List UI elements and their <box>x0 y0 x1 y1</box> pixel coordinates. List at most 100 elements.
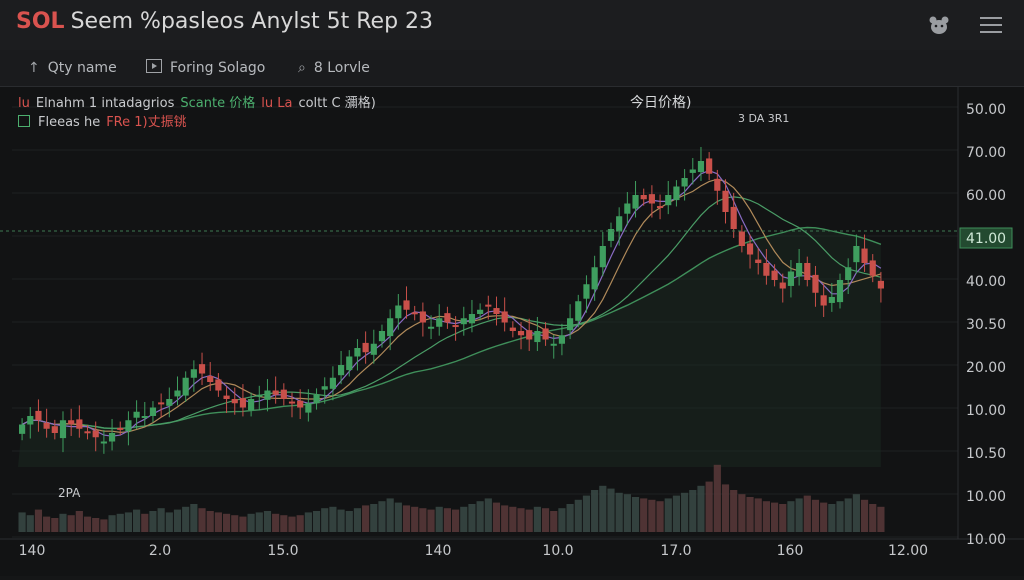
volume-bar <box>26 515 34 532</box>
candle-body <box>272 390 279 395</box>
volume-bar <box>525 509 533 532</box>
candle-body <box>477 309 484 314</box>
volume-bar <box>681 492 689 532</box>
bear-icon[interactable] <box>926 12 952 38</box>
candle-body <box>550 343 557 346</box>
volume-bar <box>811 499 820 532</box>
volume-bar <box>664 498 672 532</box>
volume-bar <box>566 504 574 532</box>
volume-bar <box>558 508 566 532</box>
lorvle-button[interactable]: ⌕ 8 Lorvle <box>298 58 370 78</box>
candle-body <box>575 301 582 321</box>
candle-body <box>43 422 50 429</box>
candle-body <box>804 263 811 280</box>
volume-bar <box>141 513 149 532</box>
candle-body <box>370 343 377 355</box>
chart-toolbar: ↑ Qty name Foring Solago ⌕ 8 Lorvle <box>0 50 1024 87</box>
volume-bar <box>288 516 296 532</box>
x-tick-label: 2.0 <box>149 543 171 559</box>
candle-body <box>820 295 827 306</box>
volume-bar <box>492 502 501 532</box>
candle-body <box>190 369 197 378</box>
volume-bar <box>59 513 67 532</box>
qty-name-label: Qty name <box>47 60 117 76</box>
candle-body <box>239 398 247 408</box>
candle-body <box>411 312 418 315</box>
candle-body <box>297 400 304 408</box>
legend-item: FRe 1)丈振铫 <box>106 115 187 130</box>
candle-body <box>141 416 148 418</box>
legend-item: Elnahm 1 intadagrios <box>35 96 175 111</box>
ma-line-mid <box>21 196 882 429</box>
candle-body <box>427 326 435 329</box>
chart-area[interactable]: 50.00 70.00 60.00 41.00 40.00 30.50 20.00 10.00… <box>0 87 1024 576</box>
candle-body <box>35 410 42 421</box>
volume-bar <box>190 504 198 532</box>
candle-body <box>182 377 189 396</box>
play-box-icon <box>146 59 162 77</box>
volume-bar <box>754 498 762 532</box>
y-tick-label: 10.00 <box>966 403 1006 419</box>
candle-body <box>746 243 754 255</box>
candle-body <box>174 390 181 397</box>
volume-bar <box>222 513 231 532</box>
candle-body <box>656 206 664 209</box>
ma-line-purple <box>21 169 882 437</box>
volume-bar <box>239 516 247 532</box>
price-chart[interactable]: 50.00 70.00 60.00 41.00 40.00 30.50 20.00 10.00… <box>0 87 1024 576</box>
candle-body <box>305 403 312 413</box>
candle-body <box>387 318 394 337</box>
candle-body <box>730 206 737 229</box>
volume-bar <box>280 515 288 532</box>
candle-body <box>108 433 116 442</box>
hamburger-menu-icon[interactable] <box>978 12 1004 38</box>
candle-body <box>84 431 91 434</box>
candle-body <box>853 246 860 263</box>
candle-body <box>648 194 655 204</box>
volume-bar <box>705 481 713 532</box>
candle-body <box>591 267 598 290</box>
volume-bar <box>108 515 116 532</box>
candle-body <box>861 248 868 263</box>
y-tick-label: 40.00 <box>966 274 1006 290</box>
volume-bar <box>43 516 51 532</box>
legend-item: lu <box>18 96 30 111</box>
x-tick-label: 12.00 <box>888 543 928 559</box>
candle-body <box>632 195 639 209</box>
candle-body <box>836 280 844 303</box>
candle-body <box>100 441 107 444</box>
symbol-label: SOL <box>16 9 65 34</box>
candle-body <box>714 178 721 191</box>
candle-body <box>403 300 410 310</box>
price-tag <box>959 227 1013 249</box>
foring-solago-button[interactable]: Foring Solago <box>146 58 265 78</box>
volume-bar <box>640 498 648 532</box>
volume-bar <box>689 490 697 532</box>
candle-body <box>616 216 623 232</box>
candle-body <box>329 377 336 389</box>
candle-body <box>526 330 533 340</box>
volume-bar <box>656 501 664 532</box>
volume-bar <box>263 511 272 532</box>
candle-body <box>92 430 99 438</box>
volume-label: 2PA <box>58 486 81 500</box>
y-tick-label: 10.50 <box>966 446 1006 462</box>
candle-body <box>378 331 386 342</box>
qty-name-button[interactable]: ↑ Qty name <box>28 58 117 78</box>
candle-body <box>583 284 590 299</box>
candle-body <box>256 394 263 397</box>
candle-body <box>166 399 173 406</box>
volume-bar <box>443 508 451 532</box>
volume-bar <box>820 502 828 532</box>
volume-bar <box>844 498 852 532</box>
y-tick-label: 70.00 <box>966 145 1006 161</box>
volume-bar <box>329 506 337 532</box>
volume-bar <box>697 485 705 532</box>
y-tick-label: 50.00 <box>966 102 1006 118</box>
volume-bar <box>296 515 304 532</box>
volume-bar <box>370 504 378 532</box>
volume-bar <box>607 488 615 532</box>
volume-bar <box>795 498 803 532</box>
candle-body <box>346 356 353 371</box>
candle-body <box>198 364 206 374</box>
